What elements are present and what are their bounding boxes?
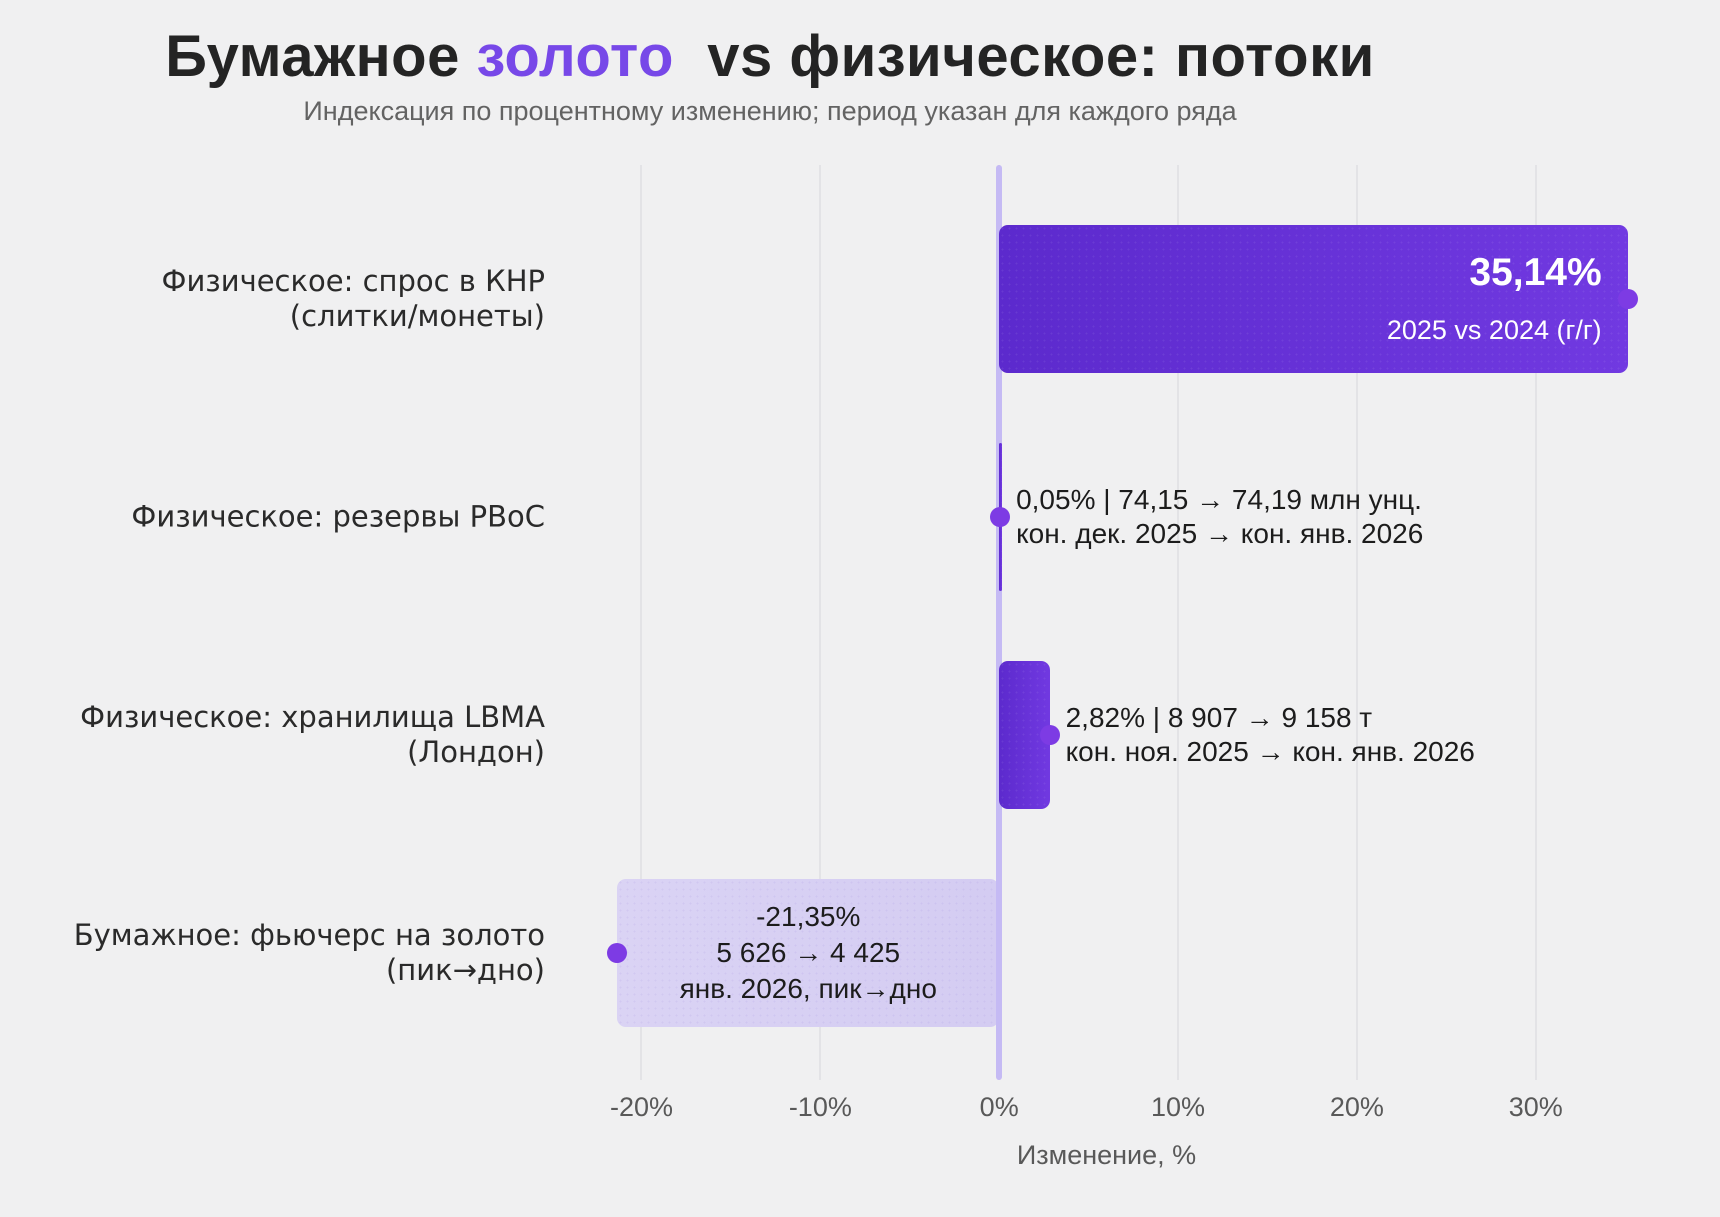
gridline-30 [1534,165,1537,1080]
annotation-line: 0,05% | 74,15 → 74,19 млн унц. [1016,484,1422,515]
category-label-line: Физическое: спрос в КНР [161,264,546,298]
chart-title: Бумажное золото vs физическое: потоки [0,24,1540,90]
annotation-line: 2,82% | 8 907 → 9 158 т [1065,702,1373,733]
category-label-line: (Лондон) [407,735,545,769]
bar-annotation-row-0: 35,14% 2025 vs 2024 (г/г) [1387,251,1602,347]
gridline--20 [640,165,643,1080]
bar-end-dot-row-2 [1039,725,1060,745]
annotation-line: янв. 2026, пик→дно [679,973,937,1004]
bar-annotation-row-1: 0,05% | 74,15 → 74,19 млн унц. кон. дек. … [1016,483,1423,551]
bar-end-dot-row-1 [990,507,1011,527]
bar-end-dot-row-3 [607,943,628,963]
x-axis-title: Изменение, % [1016,1140,1197,1170]
category-label-row-1: Физическое: резервы PBoC [25,500,545,535]
zero-axis-line [996,165,1003,1080]
annotation-line: кон. ноя. 2025 → кон. янв. 2026 [1065,736,1475,767]
x-tick-label--20: -20% [609,1092,673,1122]
category-label-line: Физическое: резервы PBoC [131,499,545,534]
bar-annotation-row-2: 2,82% | 8 907 → 9 158 т кон. ноя. 2025 → … [1066,701,1475,769]
category-label-line: (пик→дно) [385,953,545,987]
title-part-1: Бумажное [165,24,477,89]
annotation-line: 35,14% [1469,251,1602,294]
chart-header: Бумажное золото vs физическое: потоки Ин… [0,24,1540,127]
gridline-10 [1177,165,1180,1080]
title-accent-word: золото [476,24,674,89]
x-tick-label--10: -10% [788,1092,852,1122]
category-label-row-2: Физическое: хранилища LBMA (Лондон) [25,700,545,770]
x-tick-label-10: 10% [1151,1092,1206,1122]
bar-row-0 [999,225,1628,373]
bar-end-dot-row-0 [1617,289,1638,309]
category-label-line: Физическое: хранилища LBMA [80,700,545,734]
gridline--10 [819,165,822,1080]
x-tick-label-20: 20% [1329,1092,1384,1122]
x-tick-label-30: 30% [1508,1092,1563,1122]
annotation-line: 5 626 → 4 425 [716,937,901,968]
gridline-20 [1355,165,1358,1080]
category-label-line: Бумажное: фьючерс на золото [73,918,545,952]
title-part-2: vs физическое: потоки [673,24,1375,89]
bar-row-3 [617,879,1000,1027]
annotation-line: 2025 vs 2024 (г/г) [1386,315,1602,345]
chart-subtitle: Индексация по процентному изменению; пер… [303,96,1237,126]
annotation-line: -21,35% [756,901,861,932]
bar-annotation-row-3: -21,35% 5 626 → 4 425 янв. 2026, пик→дно [680,899,937,1007]
x-tick-label-0: 0% [979,1092,1019,1122]
annotation-line: кон. дек. 2025 → кон. янв. 2026 [1016,518,1424,549]
category-label-row-3: Бумажное: фьючерс на золото (пик→дно) [25,918,545,988]
category-label-row-0: Физическое: спрос в КНР (слитки/монеты) [25,264,546,334]
category-label-line: (слитки/монеты) [289,299,545,333]
